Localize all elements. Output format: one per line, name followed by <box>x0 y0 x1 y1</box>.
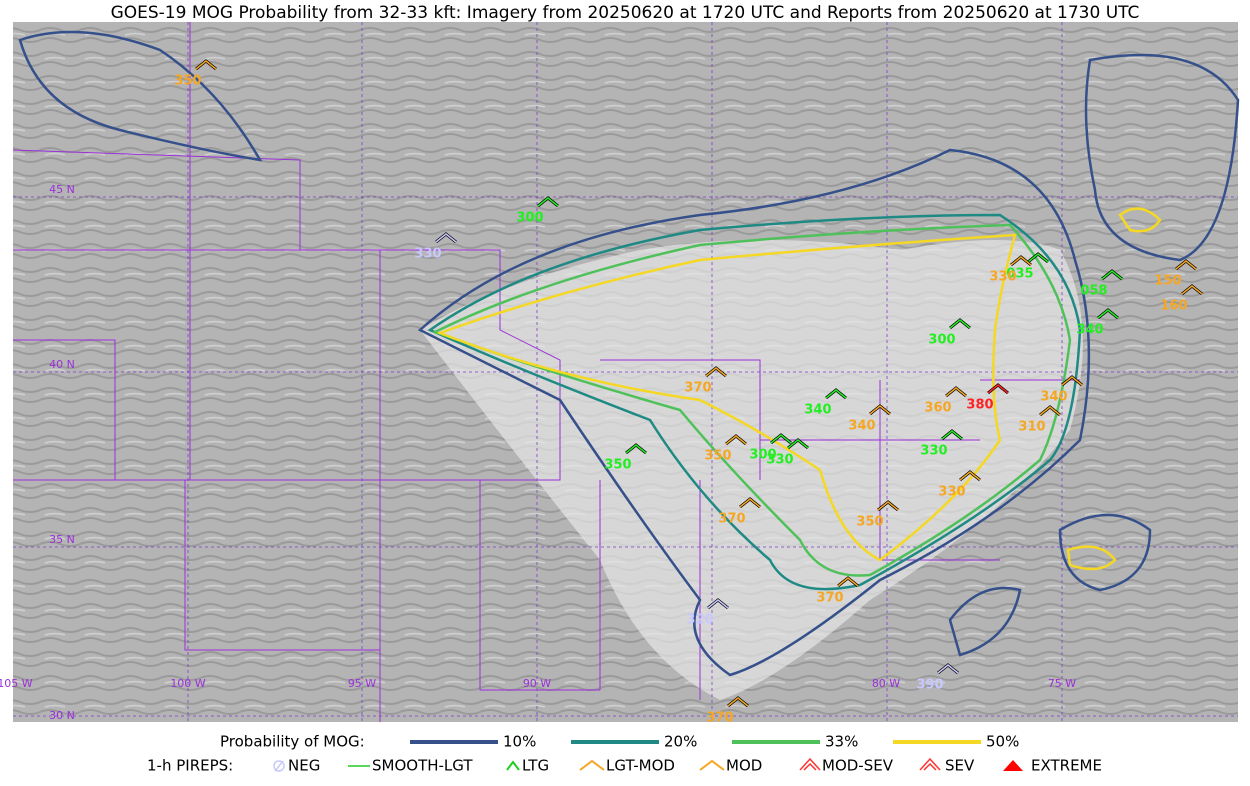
graticule-label: 45 N <box>49 183 75 196</box>
pirep-symbol <box>825 389 847 399</box>
legend-pirep-label: MOD-SEV <box>822 757 894 775</box>
graticule-label: 30 N <box>49 709 75 722</box>
pirep-symbol <box>770 434 792 444</box>
pirep-symbol <box>1027 253 1049 263</box>
pirep-symbol <box>727 697 749 707</box>
pirep-symbol <box>1175 260 1197 270</box>
legend-label: 33% <box>825 733 858 751</box>
pirep-altitude: 330 <box>766 453 793 468</box>
legend-pirep-label: SEV <box>945 757 975 775</box>
pirep-altitude: 058 <box>1080 284 1107 299</box>
pirep-symbol <box>959 471 981 481</box>
graticule-label: 95 W <box>348 677 376 690</box>
map-area <box>12 22 1240 722</box>
pirep-symbol <box>707 599 729 609</box>
pirep-symbol <box>537 197 559 207</box>
pirep-reports: 3503003303003400581501600353303703403403… <box>174 59 1203 726</box>
legend-pirep-label: SMOOTH-LGT <box>372 757 473 775</box>
pirep-symbol <box>195 60 217 70</box>
pirep-altitude: 330 <box>938 485 965 500</box>
pirep-altitude: 310 <box>1018 420 1045 435</box>
pirep-symbol <box>837 577 859 587</box>
graticule-label: 40 N <box>49 358 75 371</box>
pirep-altitude: 330 <box>989 270 1016 285</box>
cloud-shield <box>420 240 1083 700</box>
pirep-altitude: 340 <box>848 419 875 434</box>
pirep-symbol <box>625 444 647 454</box>
pirep-altitude: 370 <box>816 591 843 606</box>
pirep-symbol <box>705 367 727 377</box>
pirep-altitude: 320 <box>686 613 713 628</box>
legend-label: 10% <box>503 733 536 751</box>
legend-pirep-label: LGT-MOD <box>606 757 675 775</box>
legend-label: 20% <box>664 733 697 751</box>
pirep-altitude: 360 <box>924 401 951 416</box>
pirep-altitude: 350 <box>174 74 201 89</box>
legend-pirep-label: NEG <box>288 757 320 775</box>
pirep-symbol <box>1101 270 1123 280</box>
pirep-altitude: 370 <box>718 512 745 527</box>
title: GOES-19 MOG Probability from 32-33 kft: … <box>111 3 1140 23</box>
graticule-label: 90 W <box>523 677 551 690</box>
mog-contours <box>18 30 1240 677</box>
pirep-symbol <box>1039 406 1061 416</box>
legend-pirep-label: EXTREME <box>1031 757 1102 775</box>
legend-pirep-label: MOD <box>726 757 762 775</box>
legend-pireps-title: 1-h PIREPS: <box>147 757 233 775</box>
pirep-altitude: 370 <box>706 711 733 726</box>
pirep-altitude: 340 <box>1076 323 1103 338</box>
pirep-altitude: 330 <box>414 247 441 262</box>
pirep-symbol <box>1097 309 1119 319</box>
pirep-symbol <box>945 387 967 397</box>
pirep-symbol <box>435 233 457 243</box>
pirep-altitude: 160 <box>1160 299 1187 314</box>
pirep-altitude: 150 <box>1154 274 1181 289</box>
graticule-label: 75 W <box>1048 677 1076 690</box>
pirep-altitude: 370 <box>684 381 711 396</box>
pirep-altitude: 350 <box>704 449 731 464</box>
pirep-altitude: 330 <box>920 444 947 459</box>
pirep-altitude: 350 <box>604 458 631 473</box>
pirep-altitude: 300 <box>928 333 955 348</box>
pirep-symbol <box>1061 376 1083 386</box>
pirep-symbol <box>787 439 809 449</box>
pirep-symbol <box>937 664 959 674</box>
pirep-symbol <box>739 498 761 508</box>
pirep-altitude: 340 <box>1040 390 1067 405</box>
legend: Probability of MOG: 1-h PIREPS: 10% 20% 33… <box>147 733 1102 775</box>
pirep-altitude: 380 <box>966 398 993 413</box>
pirep-altitude: 300 <box>516 211 543 226</box>
legend-title: Probability of MOG: <box>220 733 365 751</box>
graticule-label: 105 W <box>0 677 33 690</box>
pirep-symbol <box>877 501 899 511</box>
pirep-symbol <box>941 430 963 440</box>
pirep-altitude: 390 <box>916 678 943 693</box>
legend-pirep-label: LTG <box>522 757 549 775</box>
graticule-label: 35 N <box>49 533 75 546</box>
graticule-label: 100 W <box>170 677 205 690</box>
pirep-symbol <box>1010 256 1032 266</box>
pirep-altitude: 300 <box>749 448 776 463</box>
pirep-symbol <box>949 319 971 329</box>
pirep-symbol <box>869 405 891 415</box>
pirep-symbol <box>987 384 1009 394</box>
pirep-altitude: 350 <box>856 515 883 530</box>
pirep-altitude: 035 <box>1006 267 1033 282</box>
pirep-altitude: 340 <box>804 403 831 418</box>
graticule-label: 80 W <box>872 677 900 690</box>
pirep-symbol <box>1181 285 1203 295</box>
graticule-labels: 45 N 40 N 35 N 30 N 105 W 100 W 95 W 90 W 80 W 75… <box>0 183 1076 722</box>
legend-label: 50% <box>986 733 1019 751</box>
pirep-icons <box>273 757 1023 772</box>
pirep-symbol <box>725 435 747 445</box>
